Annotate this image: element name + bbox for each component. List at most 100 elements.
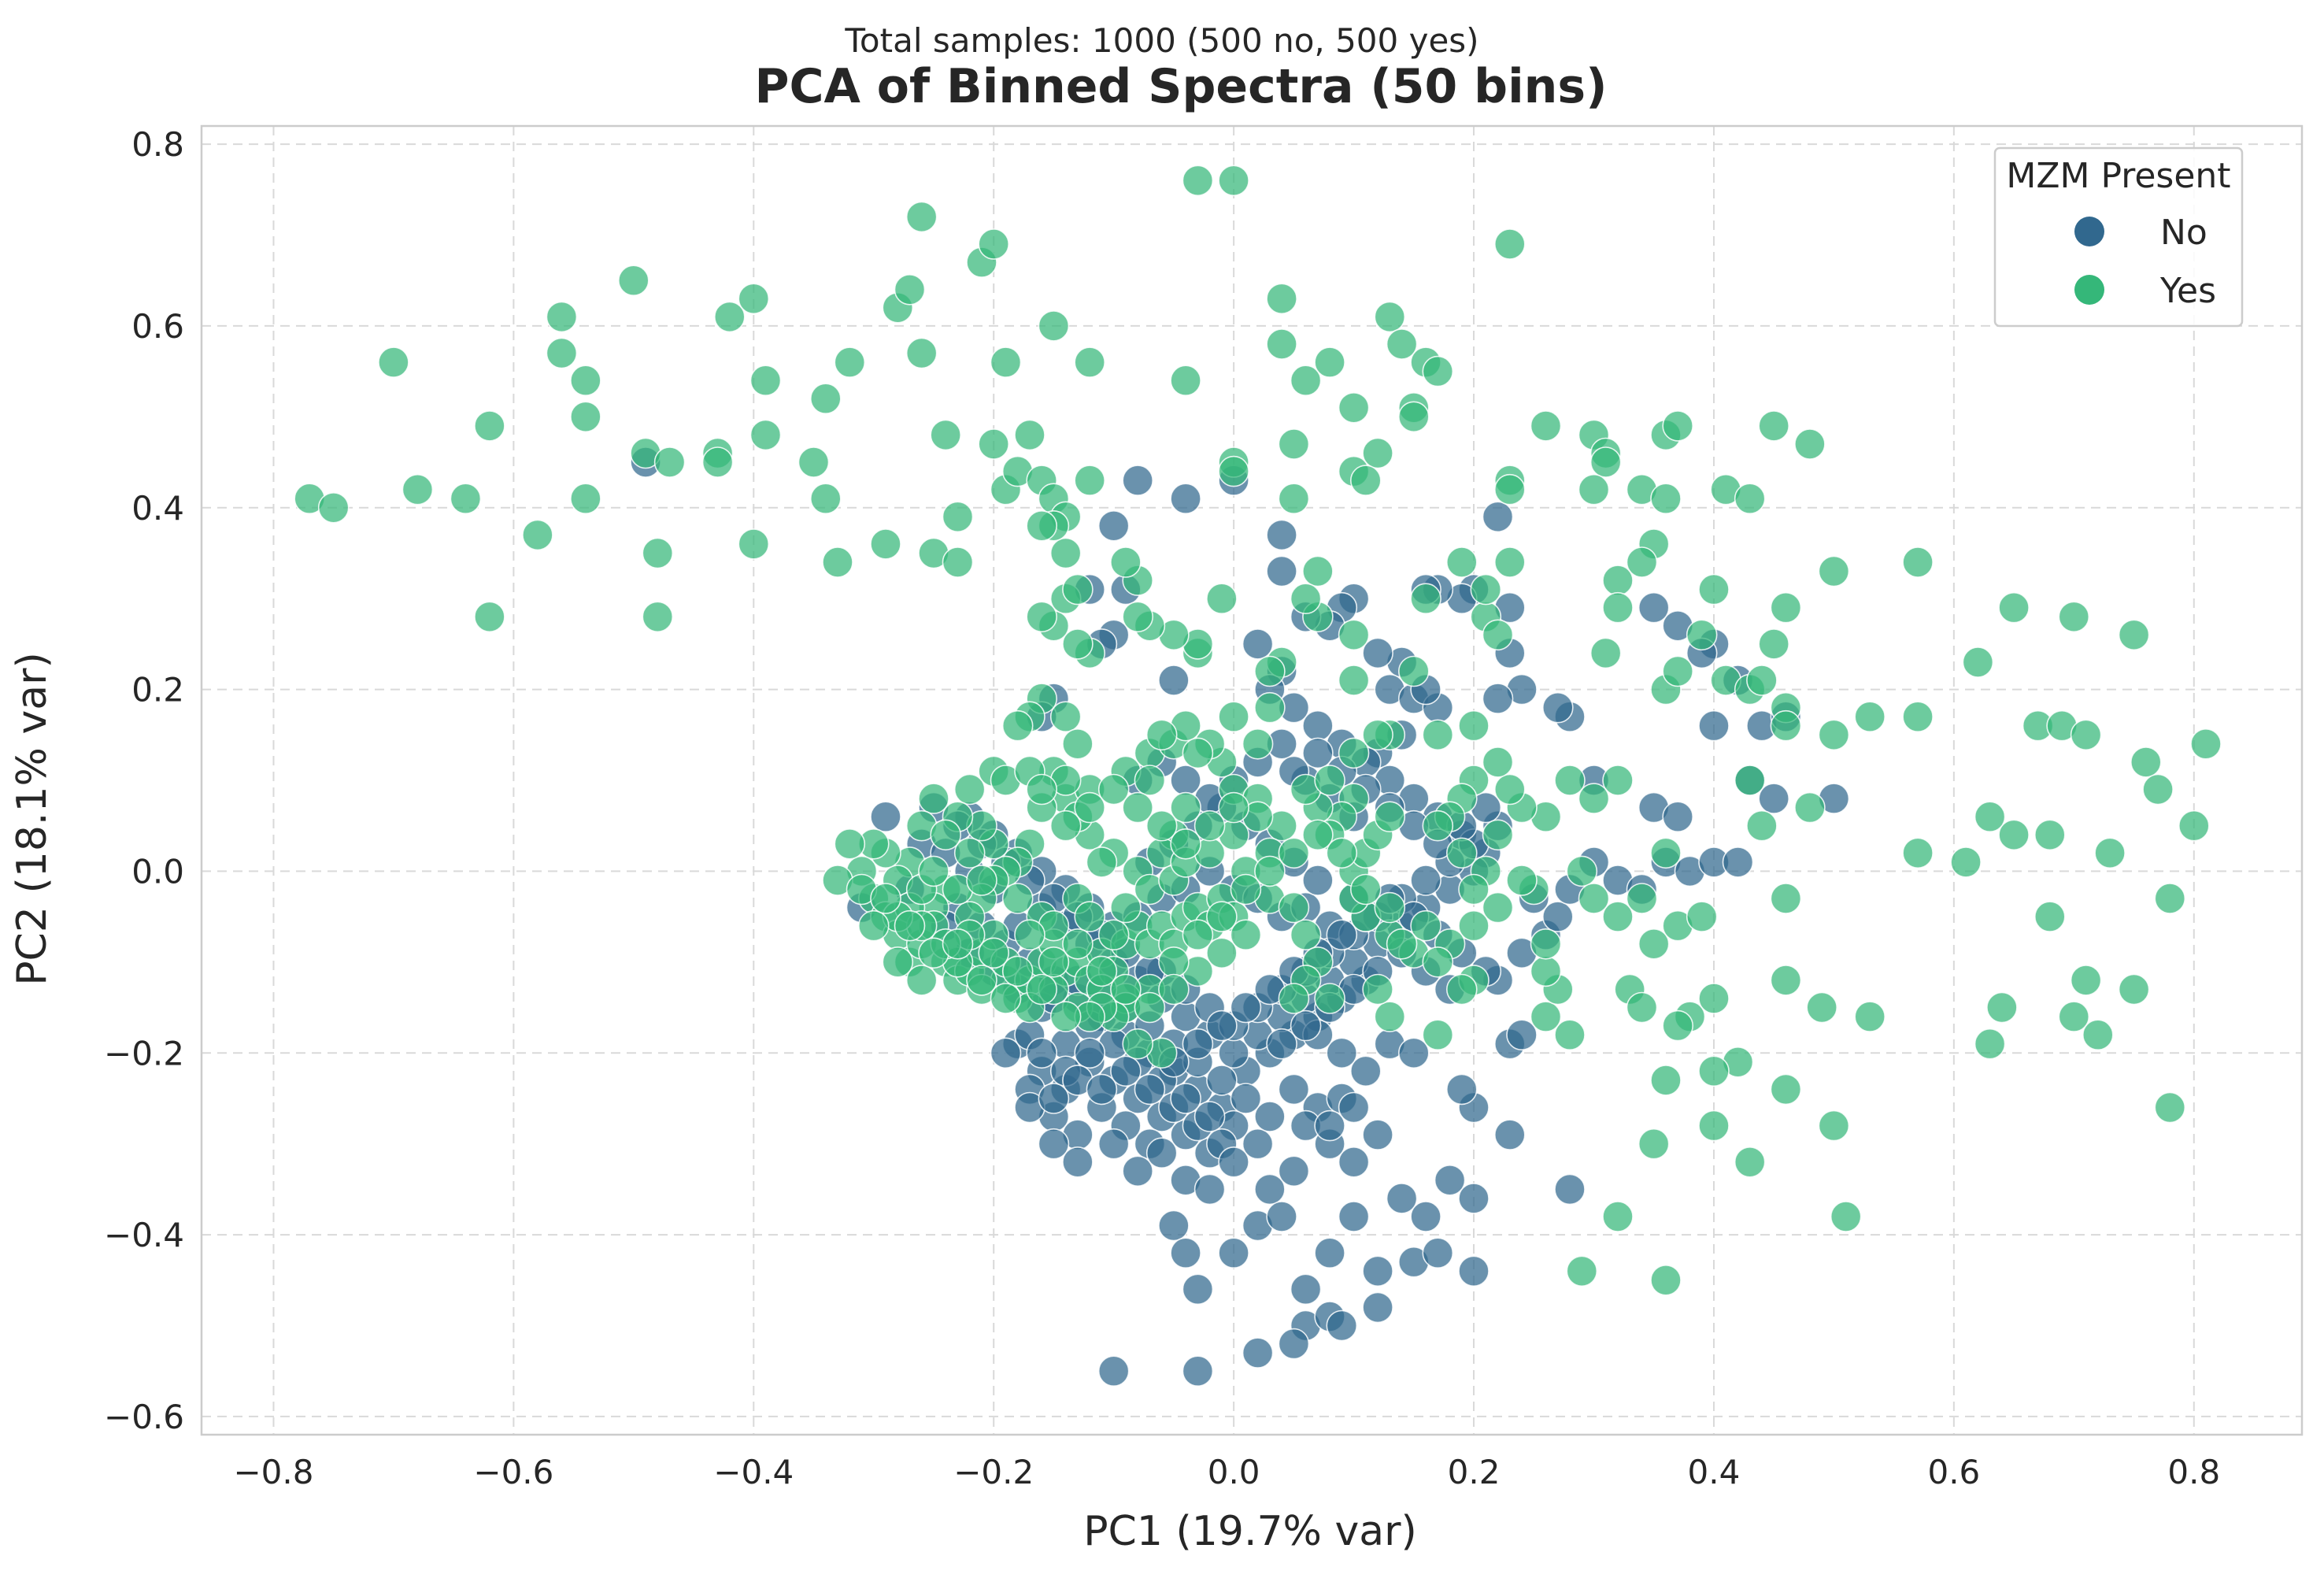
data-point-yes bbox=[1998, 819, 2030, 851]
legend-marker-yes bbox=[2074, 275, 2104, 305]
data-point-yes bbox=[1410, 583, 1441, 615]
data-point-yes bbox=[2190, 728, 2222, 760]
data-point-yes bbox=[1290, 919, 1322, 950]
data-point-yes bbox=[1097, 773, 1130, 806]
x-axis-label: PC1 (19.7% var) bbox=[1083, 1508, 1417, 1555]
data-point-yes bbox=[1170, 365, 1201, 397]
data-point-yes bbox=[1206, 901, 1238, 932]
data-point-no bbox=[1386, 1183, 1418, 1214]
data-point-yes bbox=[810, 383, 842, 415]
data-point-yes bbox=[942, 546, 974, 578]
data-point-yes bbox=[1001, 709, 1034, 742]
y-tick-label: −0.2 bbox=[104, 1034, 184, 1072]
legend-label-no: No bbox=[2160, 213, 2207, 253]
data-point-no bbox=[1218, 1146, 1249, 1178]
data-point-yes bbox=[1830, 1201, 1862, 1232]
data-point-yes bbox=[1038, 310, 1070, 342]
data-point-yes bbox=[1074, 465, 1105, 496]
x-tick-label: 0.2 bbox=[1448, 1453, 1501, 1491]
data-point-yes bbox=[1074, 791, 1105, 824]
data-point-yes bbox=[1314, 346, 1345, 378]
data-point-yes bbox=[1338, 737, 1370, 769]
data-point-yes bbox=[1554, 1019, 1586, 1050]
data-point-yes bbox=[1170, 791, 1201, 824]
data-point-yes bbox=[570, 401, 601, 433]
data-point-yes bbox=[522, 519, 553, 551]
data-point-no bbox=[1242, 1337, 1274, 1369]
data-point-yes bbox=[822, 546, 853, 578]
data-point-yes bbox=[1218, 165, 1249, 197]
data-point-yes bbox=[1314, 983, 1345, 1014]
data-point-yes bbox=[1278, 428, 1310, 460]
data-point-no bbox=[1290, 1273, 1322, 1306]
data-point-yes bbox=[738, 283, 770, 315]
data-point-yes bbox=[990, 983, 1022, 1014]
data-point-no bbox=[1338, 1146, 1370, 1178]
legend: MZM Present No Yes bbox=[1993, 146, 2244, 328]
data-point-no bbox=[1038, 1128, 1070, 1160]
data-point-yes bbox=[1001, 883, 1034, 914]
data-point-no bbox=[870, 801, 901, 832]
data-point-yes bbox=[474, 410, 505, 442]
data-point-no bbox=[1290, 1009, 1322, 1042]
data-point-yes bbox=[1698, 983, 1730, 1014]
x-tick-label: −0.4 bbox=[713, 1453, 794, 1491]
data-point-yes bbox=[1254, 855, 1286, 887]
data-point-yes bbox=[1062, 628, 1094, 660]
data-point-yes bbox=[1494, 473, 1526, 506]
data-point-yes bbox=[1374, 1001, 1406, 1032]
data-point-yes bbox=[1686, 619, 1718, 651]
data-point-yes bbox=[1422, 946, 1454, 978]
data-point-yes bbox=[1734, 1146, 1766, 1178]
data-point-yes bbox=[966, 965, 997, 996]
data-point-yes bbox=[1145, 809, 1178, 842]
data-point-yes bbox=[1698, 573, 1730, 606]
data-point-no bbox=[1326, 1309, 1358, 1342]
x-tick-label: 0.4 bbox=[1688, 1453, 1741, 1491]
data-point-yes bbox=[1398, 655, 1430, 687]
data-point-yes bbox=[1086, 955, 1118, 987]
data-point-no bbox=[1302, 737, 1334, 769]
data-point-no bbox=[1218, 1237, 1249, 1269]
data-point-yes bbox=[918, 783, 949, 814]
data-point-yes bbox=[1374, 301, 1406, 333]
data-point-no bbox=[1206, 1009, 1238, 1042]
data-point-yes bbox=[1770, 709, 1802, 742]
data-point-no bbox=[1242, 1128, 1274, 1160]
data-point-yes bbox=[1602, 1201, 1634, 1232]
data-point-yes bbox=[1182, 919, 1214, 950]
data-point-yes bbox=[1145, 719, 1178, 751]
data-point-yes bbox=[1734, 483, 1766, 515]
data-point-yes bbox=[1494, 773, 1526, 806]
data-point-yes bbox=[870, 883, 901, 914]
data-point-yes bbox=[1338, 391, 1370, 424]
data-point-no bbox=[1506, 1019, 1538, 1050]
data-point-no bbox=[1542, 691, 1574, 724]
data-point-yes bbox=[1589, 637, 1622, 669]
data-point-no bbox=[1097, 509, 1130, 542]
data-point-yes bbox=[1218, 455, 1249, 487]
y-tick-labels: −0.6 −0.4 −0.2 0.0 0.2 0.4 0.6 0.8 bbox=[104, 125, 184, 1436]
data-point-yes bbox=[1026, 973, 1057, 1006]
data-point-yes bbox=[1446, 973, 1478, 1006]
data-point-yes bbox=[1097, 919, 1130, 950]
data-point-yes bbox=[570, 365, 601, 397]
data-point-no bbox=[1326, 919, 1358, 950]
data-point-yes bbox=[894, 273, 926, 306]
y-tick-label: −0.6 bbox=[104, 1398, 184, 1436]
data-point-yes bbox=[1494, 228, 1526, 260]
data-point-yes bbox=[546, 337, 578, 369]
data-point-yes bbox=[953, 773, 986, 806]
data-point-yes bbox=[1458, 709, 1490, 742]
data-point-yes bbox=[1302, 555, 1334, 587]
data-point-yes bbox=[1338, 619, 1370, 651]
data-point-yes bbox=[1974, 1028, 2006, 1060]
x-tick-label: −0.2 bbox=[953, 1453, 1034, 1491]
data-point-yes bbox=[1446, 837, 1478, 869]
data-point-yes bbox=[1398, 401, 1430, 433]
data-point-no bbox=[1145, 1137, 1178, 1169]
data-point-no bbox=[1362, 1119, 1393, 1150]
plot-frame bbox=[200, 124, 2304, 1436]
data-point-yes bbox=[2094, 837, 2126, 869]
data-point-yes bbox=[1170, 828, 1201, 860]
